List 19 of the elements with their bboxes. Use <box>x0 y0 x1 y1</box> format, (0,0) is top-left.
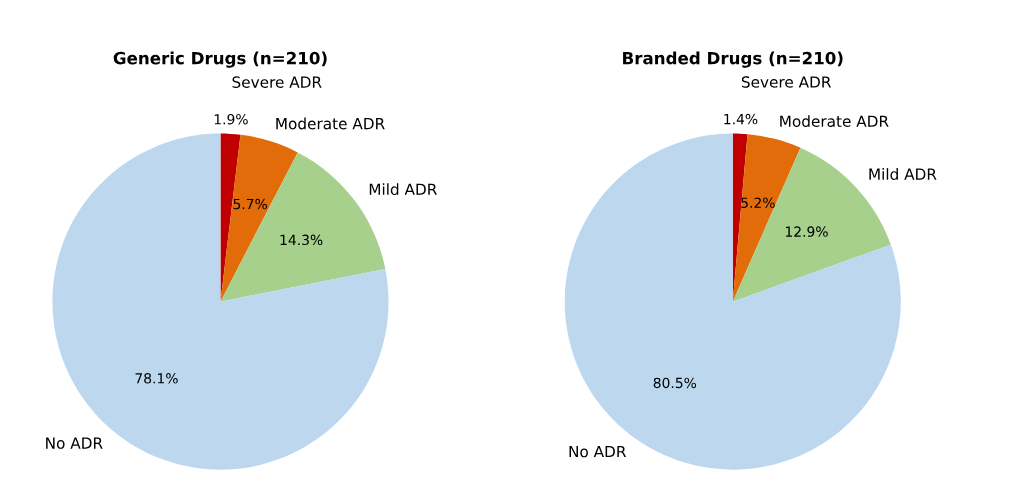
data-label: 12.9% <box>785 226 828 237</box>
slice-label: No ADR <box>569 445 627 458</box>
data-label: 80.5% <box>653 377 697 389</box>
slice-label: Severe ADR <box>232 76 322 88</box>
data-label: 1.4% <box>724 113 758 125</box>
slice-label: Mild ADR <box>869 168 937 180</box>
slice-label: No ADR <box>46 437 103 449</box>
chart-title: Generic Drugs (n=210) <box>113 51 327 68</box>
data-label: 78.1% <box>135 373 178 384</box>
slice-label: Moderate ADR <box>780 115 889 128</box>
data-label: 14.3% <box>280 234 323 246</box>
data-label: 1.9% <box>214 113 248 125</box>
slice-label: Mild ADR <box>369 183 437 196</box>
chart-title: Branded Drugs (n=210) <box>623 51 843 68</box>
data-label: 5.7% <box>233 198 268 210</box>
slice-label: Severe ADR <box>741 76 832 88</box>
pie-slice <box>564 133 901 470</box>
data-label: 5.2% <box>741 197 775 208</box>
slice-label: Moderate ADR <box>276 117 385 130</box>
